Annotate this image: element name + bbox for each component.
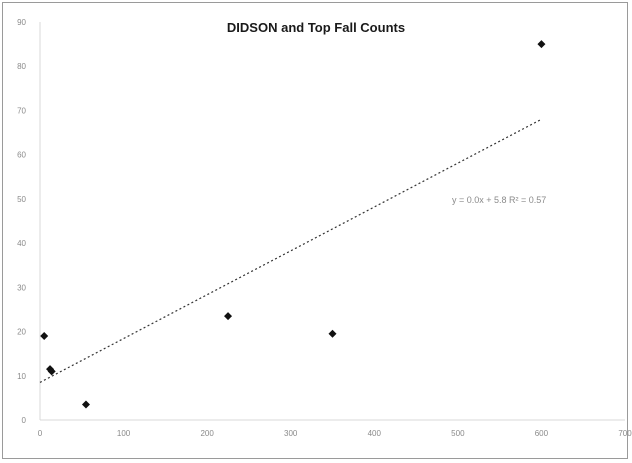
y-tick-label: 50 — [17, 195, 26, 204]
y-tick-label: 90 — [17, 18, 26, 27]
data-point — [40, 331, 49, 340]
data-point — [224, 312, 233, 321]
y-tick-label: 70 — [17, 106, 26, 115]
trendline — [39, 118, 542, 383]
x-tick-label: 400 — [368, 429, 382, 438]
data-point — [537, 40, 546, 49]
x-tick-label: 700 — [618, 429, 632, 438]
x-tick-label: 200 — [200, 429, 214, 438]
data-point — [328, 329, 337, 338]
x-tick-label: 300 — [284, 429, 298, 438]
x-tick-label: 100 — [117, 429, 131, 438]
data-point — [81, 400, 90, 409]
y-tick-label: 0 — [22, 416, 27, 425]
chart-title: DIDSON and Top Fall Counts — [226, 20, 406, 35]
x-tick-label: 0 — [38, 429, 43, 438]
y-tick-label: 10 — [17, 372, 26, 381]
y-tick-label: 40 — [17, 239, 26, 248]
trend-equation-label: y = 0.0x + 5.8 R² = 0.57 — [452, 195, 546, 205]
x-tick-label: 500 — [451, 429, 465, 438]
y-tick-label: 60 — [17, 151, 26, 160]
data-point — [47, 367, 56, 376]
chart-frame — [2, 2, 628, 459]
y-tick-label: 80 — [17, 62, 26, 71]
y-tick-label: 20 — [17, 328, 26, 337]
y-tick-label: 30 — [17, 283, 26, 292]
x-tick-label: 600 — [535, 429, 549, 438]
